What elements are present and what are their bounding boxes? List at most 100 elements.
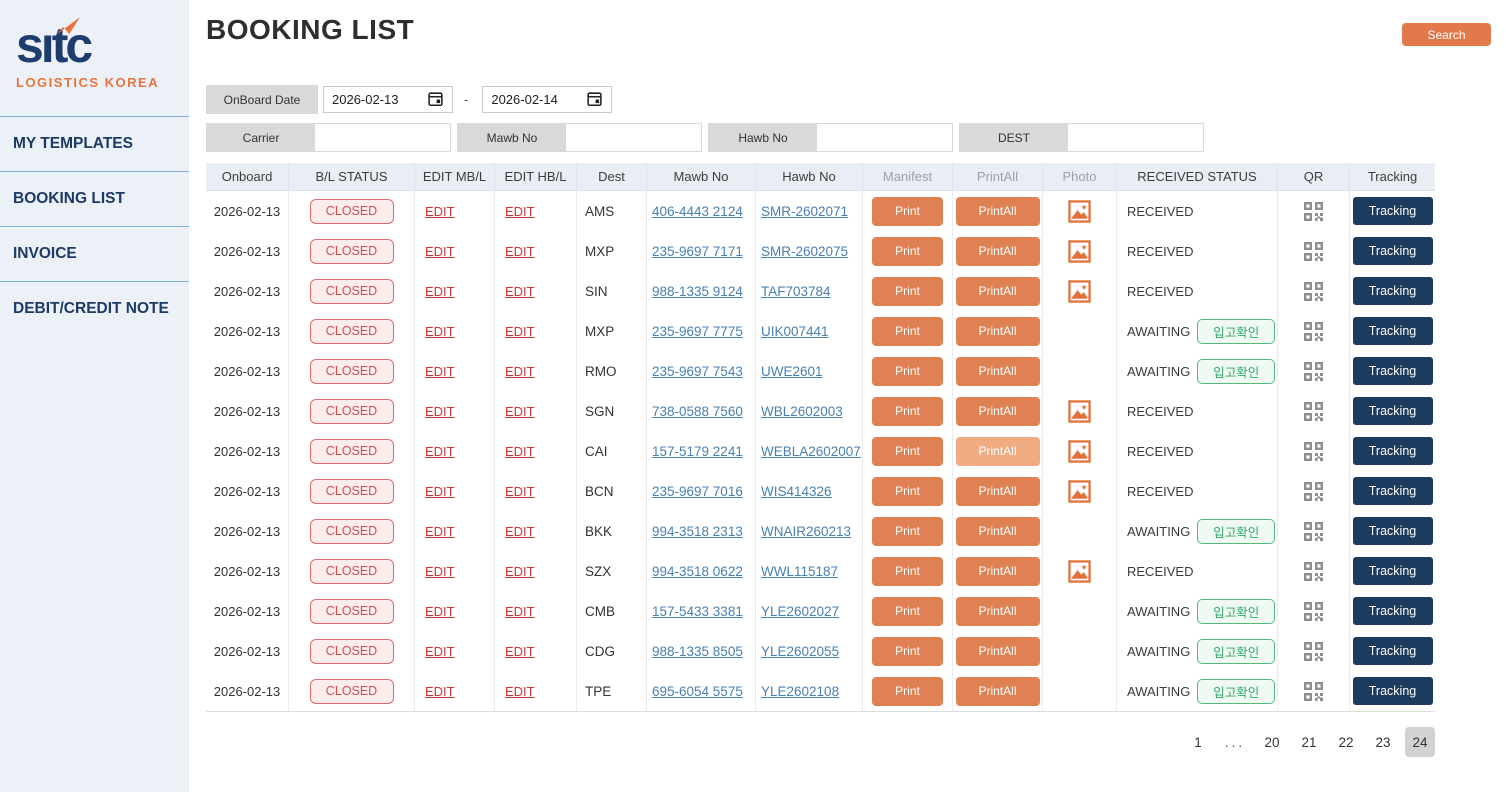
tracking-button[interactable]: Tracking bbox=[1352, 597, 1433, 625]
qr-code-icon[interactable] bbox=[1304, 481, 1323, 501]
print-button[interactable]: Print bbox=[872, 236, 943, 266]
printall-button[interactable]: PrintAll bbox=[955, 356, 1040, 386]
onboard-date-to-input[interactable]: 2026-02-14 bbox=[482, 86, 613, 113]
pagination-page-23[interactable]: 23 bbox=[1375, 734, 1391, 750]
edit-hbl-link[interactable]: EDIT bbox=[505, 563, 535, 579]
photo-icon[interactable] bbox=[1068, 199, 1091, 223]
print-button[interactable]: Print bbox=[872, 556, 943, 586]
edit-mbl-link[interactable]: EDIT bbox=[425, 323, 455, 339]
hawb-link[interactable]: SMR-2602075 bbox=[761, 243, 849, 259]
tracking-button[interactable]: Tracking bbox=[1352, 317, 1433, 345]
print-button[interactable]: Print bbox=[872, 676, 943, 706]
filter-input-dest[interactable] bbox=[1068, 124, 1203, 151]
printall-button[interactable]: PrintAll bbox=[955, 236, 1040, 266]
hawb-link[interactable]: WIS414326 bbox=[761, 483, 832, 499]
hawb-link[interactable]: UWE2601 bbox=[761, 363, 823, 379]
printall-button[interactable]: PrintAll bbox=[955, 556, 1040, 586]
tracking-button[interactable]: Tracking bbox=[1352, 357, 1433, 385]
stock-in-confirm-button[interactable]: 입고확인 bbox=[1197, 518, 1276, 544]
photo-icon[interactable] bbox=[1068, 479, 1091, 503]
edit-mbl-link[interactable]: EDIT bbox=[425, 243, 455, 259]
edit-hbl-link[interactable]: EDIT bbox=[505, 683, 535, 699]
filter-input-hawb-no[interactable] bbox=[817, 124, 952, 151]
print-button[interactable]: Print bbox=[872, 596, 943, 626]
edit-mbl-link[interactable]: EDIT bbox=[425, 203, 455, 219]
stock-in-confirm-button[interactable]: 입고확인 bbox=[1197, 598, 1276, 624]
edit-mbl-link[interactable]: EDIT bbox=[425, 403, 455, 419]
edit-mbl-link[interactable]: EDIT bbox=[425, 643, 455, 659]
qr-code-icon[interactable] bbox=[1304, 641, 1323, 661]
edit-hbl-link[interactable]: EDIT bbox=[505, 203, 535, 219]
hawb-link[interactable]: YLE2602108 bbox=[761, 683, 840, 699]
pagination-page-1[interactable]: 1 bbox=[1194, 734, 1202, 750]
mawb-link[interactable]: 994-3518 2313 bbox=[652, 523, 743, 539]
print-button[interactable]: Print bbox=[872, 196, 943, 226]
pagination-page-20[interactable]: 20 bbox=[1264, 734, 1280, 750]
hawb-link[interactable]: WBL2602003 bbox=[761, 403, 843, 419]
photo-icon[interactable] bbox=[1068, 559, 1091, 583]
tracking-button[interactable]: Tracking bbox=[1352, 477, 1433, 505]
photo-icon[interactable] bbox=[1068, 399, 1091, 423]
pagination-page-22[interactable]: 22 bbox=[1338, 734, 1354, 750]
hawb-link[interactable]: YLE2602027 bbox=[761, 603, 840, 619]
mawb-link[interactable]: 157-5433 3381 bbox=[652, 603, 743, 619]
sidebar-item-debit-credit-note[interactable]: DEBIT/CREDIT NOTE bbox=[0, 281, 189, 336]
qr-code-icon[interactable] bbox=[1304, 201, 1323, 221]
photo-icon[interactable] bbox=[1068, 239, 1091, 263]
printall-button[interactable]: PrintAll bbox=[955, 516, 1040, 546]
stock-in-confirm-button[interactable]: 입고확인 bbox=[1197, 358, 1276, 384]
mawb-link[interactable]: 235-9697 7543 bbox=[652, 363, 743, 379]
qr-code-icon[interactable] bbox=[1304, 561, 1323, 581]
tracking-button[interactable]: Tracking bbox=[1352, 197, 1433, 225]
edit-mbl-link[interactable]: EDIT bbox=[425, 443, 455, 459]
qr-code-icon[interactable] bbox=[1304, 281, 1323, 301]
mawb-link[interactable]: 738-0588 7560 bbox=[652, 403, 743, 419]
photo-icon[interactable] bbox=[1068, 279, 1091, 303]
qr-code-icon[interactable] bbox=[1304, 241, 1323, 261]
edit-hbl-link[interactable]: EDIT bbox=[505, 243, 535, 259]
calendar-icon[interactable] bbox=[427, 90, 444, 110]
mawb-link[interactable]: 235-9697 7775 bbox=[652, 323, 743, 339]
pagination-page-21[interactable]: 21 bbox=[1301, 734, 1317, 750]
printall-button[interactable]: PrintAll bbox=[955, 596, 1040, 626]
tracking-button[interactable]: Tracking bbox=[1352, 277, 1433, 305]
tracking-button[interactable]: Tracking bbox=[1352, 237, 1433, 265]
print-button[interactable]: Print bbox=[872, 516, 943, 546]
hawb-link[interactable]: WWL115187 bbox=[761, 563, 839, 579]
printall-button[interactable]: PrintAll bbox=[955, 196, 1040, 226]
edit-mbl-link[interactable]: EDIT bbox=[425, 363, 455, 379]
hawb-link[interactable]: TAF703784 bbox=[761, 283, 831, 299]
sidebar-item-booking-list[interactable]: BOOKING LIST bbox=[0, 171, 189, 226]
mawb-link[interactable]: 695-6054 5575 bbox=[652, 683, 743, 699]
filter-input-carrier[interactable] bbox=[315, 124, 450, 151]
qr-code-icon[interactable] bbox=[1304, 321, 1323, 341]
print-button[interactable]: Print bbox=[872, 316, 943, 346]
printall-button[interactable]: PrintAll bbox=[955, 636, 1040, 666]
edit-mbl-link[interactable]: EDIT bbox=[425, 483, 455, 499]
edit-mbl-link[interactable]: EDIT bbox=[425, 603, 455, 619]
tracking-button[interactable]: Tracking bbox=[1352, 517, 1433, 545]
qr-code-icon[interactable] bbox=[1304, 601, 1323, 621]
edit-mbl-link[interactable]: EDIT bbox=[425, 523, 455, 539]
edit-mbl-link[interactable]: EDIT bbox=[425, 683, 455, 699]
print-button[interactable]: Print bbox=[872, 476, 943, 506]
mawb-link[interactable]: 235-9697 7171 bbox=[652, 243, 743, 259]
printall-button[interactable]: PrintAll bbox=[955, 316, 1040, 346]
mawb-link[interactable]: 988-1335 9124 bbox=[652, 283, 743, 299]
tracking-button[interactable]: Tracking bbox=[1352, 397, 1433, 425]
hawb-link[interactable]: SMR-2602071 bbox=[761, 203, 849, 219]
sidebar-item-invoice[interactable]: INVOICE bbox=[0, 226, 189, 281]
edit-hbl-link[interactable]: EDIT bbox=[505, 363, 535, 379]
photo-icon[interactable] bbox=[1068, 439, 1091, 463]
mawb-link[interactable]: 235-9697 7016 bbox=[652, 483, 743, 499]
printall-button[interactable]: PrintAll bbox=[955, 676, 1040, 706]
tracking-button[interactable]: Tracking bbox=[1352, 437, 1433, 465]
pagination-page-24[interactable]: 24 bbox=[1405, 727, 1435, 757]
edit-hbl-link[interactable]: EDIT bbox=[505, 603, 535, 619]
qr-code-icon[interactable] bbox=[1304, 681, 1323, 701]
edit-mbl-link[interactable]: EDIT bbox=[425, 283, 455, 299]
edit-hbl-link[interactable]: EDIT bbox=[505, 483, 535, 499]
printall-button[interactable]: PrintAll bbox=[955, 476, 1040, 506]
edit-hbl-link[interactable]: EDIT bbox=[505, 643, 535, 659]
qr-code-icon[interactable] bbox=[1304, 441, 1323, 461]
